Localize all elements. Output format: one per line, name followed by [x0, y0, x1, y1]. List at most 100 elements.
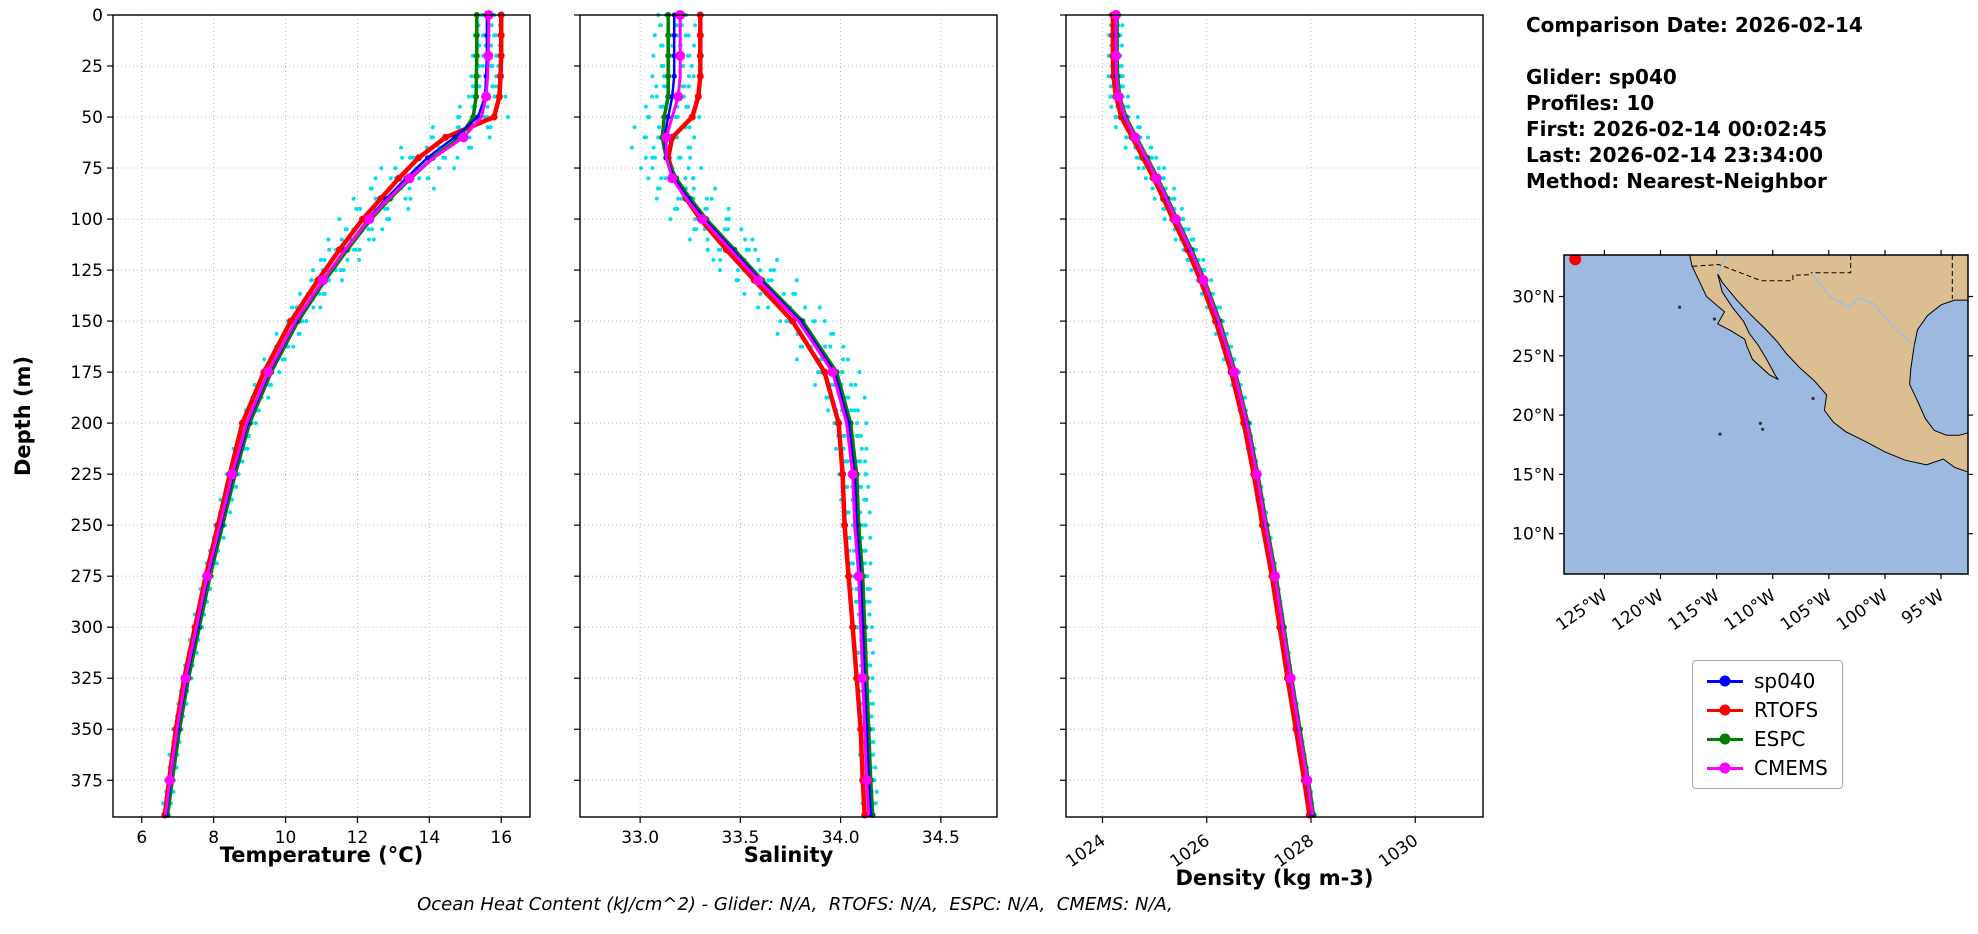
map-lon-label: 115°W — [1665, 586, 1724, 636]
legend-entry: ESPC — [1707, 728, 1828, 750]
series-marker-RTOFS — [395, 174, 403, 182]
scatter-dot — [687, 237, 692, 242]
scatter-dot — [862, 497, 867, 502]
x-tick-label: 10 — [275, 828, 297, 848]
scatter-dot — [1150, 186, 1155, 191]
series-marker-RTOFS — [789, 317, 796, 325]
scatter-dot — [871, 701, 875, 706]
scatter-dot — [304, 319, 309, 324]
series-marker-RTOFS — [845, 572, 853, 580]
scatter-dot — [380, 227, 385, 232]
scatter-dot — [683, 33, 688, 38]
x-tick-label: 8 — [208, 828, 219, 848]
series-marker-RTOFS — [497, 52, 505, 60]
scatter-dot — [470, 53, 475, 58]
scatter-dot — [1243, 395, 1247, 400]
scatter-dot — [481, 33, 485, 38]
scatter-dot — [457, 104, 462, 109]
scatter-dot — [854, 587, 859, 591]
scatter-dot — [492, 33, 496, 38]
scatter-dot — [366, 227, 371, 232]
scatter-dot — [868, 535, 873, 540]
series-marker-sp040 — [425, 155, 430, 161]
series-marker-CMEMS — [164, 775, 175, 786]
series-line-ESPC — [165, 15, 479, 816]
scatter-dot — [408, 196, 413, 201]
series-line-ESPC — [660, 15, 875, 816]
scatter-dot — [658, 104, 663, 109]
series-marker-CMEMS — [1251, 469, 1262, 480]
scatter-dot — [406, 206, 411, 211]
scatter-dot — [652, 33, 657, 38]
legend-label: sp040 — [1754, 669, 1816, 693]
scatter-dot — [853, 382, 858, 387]
scatter-dot — [871, 727, 876, 732]
map-lon-label: 95°W — [1898, 586, 1948, 629]
scatter-dot — [769, 278, 774, 283]
scatter-dot — [657, 186, 662, 191]
series-marker-ESPC — [665, 52, 672, 59]
series-marker-CMEMS — [1171, 214, 1181, 225]
scatter-dot — [756, 305, 760, 310]
scatter-dot — [345, 257, 350, 262]
scatter-dot — [485, 104, 490, 109]
xlabel-temperature: Temperature (°C) — [220, 843, 423, 867]
series-marker-CMEMS — [1111, 50, 1121, 61]
scatter-dot — [844, 484, 849, 489]
scatter-dot — [794, 278, 799, 283]
method: Method: Nearest-Neighbor — [1526, 169, 1827, 193]
scatter-dot — [650, 166, 655, 171]
scatter-dot — [662, 74, 666, 79]
scatter-dot — [371, 237, 376, 242]
scatter-dot — [1172, 186, 1177, 191]
y-tick-label: 125 — [71, 261, 103, 281]
scatter-dot — [697, 115, 702, 119]
scatter-dot — [870, 625, 874, 630]
scatter-dot — [643, 104, 648, 109]
scatter-dot — [778, 319, 783, 324]
scatter-dot — [851, 561, 856, 566]
series-marker-CMEMS — [227, 469, 238, 480]
x-tick-label: 34.5 — [922, 828, 960, 848]
scatter-dot — [629, 145, 634, 150]
scatter-dot — [1134, 155, 1139, 160]
scatter-dot — [750, 237, 755, 242]
scatter-dot — [865, 574, 870, 579]
series-marker-CMEMS — [667, 173, 678, 184]
scatter-dot — [357, 247, 362, 252]
scatter-dot — [846, 395, 851, 400]
scatter-dot — [826, 408, 831, 413]
scatter-dot — [1106, 74, 1111, 79]
legend-label: RTOFS — [1754, 698, 1819, 722]
y-tick-label: 250 — [71, 516, 103, 536]
scatter-dot — [321, 291, 326, 296]
scatter-dot — [718, 268, 722, 273]
scatter-dot — [344, 227, 349, 232]
scatter-dot — [467, 135, 472, 140]
scatter-dot — [1143, 176, 1148, 181]
scatter-dot — [240, 459, 245, 464]
y-tick-label: 150 — [71, 312, 103, 332]
series-marker-RTOFS — [857, 725, 865, 733]
scatter-dot — [1136, 166, 1141, 171]
legend-marker-dot — [1719, 733, 1731, 745]
scatter-dot — [1146, 135, 1150, 140]
y-tick-label: 350 — [71, 720, 103, 740]
scatter-dot — [1161, 176, 1166, 181]
scatter-dot — [858, 433, 863, 438]
scatter-dot — [724, 217, 729, 222]
scatter-dot — [1213, 331, 1218, 336]
series-marker-CMEMS — [364, 214, 375, 225]
scatter-dot — [686, 84, 691, 89]
scatter-dot — [369, 186, 374, 191]
scatter-dot — [691, 74, 696, 79]
scatter-dot — [822, 319, 827, 324]
series-marker-CMEMS — [861, 775, 872, 786]
series-marker-CMEMS — [673, 91, 684, 102]
legend: sp040 RTOFS ESPC CMEMS — [1692, 660, 1843, 789]
series-line-RTOFS — [1110, 15, 1312, 816]
scatter-dot — [688, 145, 693, 150]
scatter-dot — [756, 257, 761, 262]
legend-entry: RTOFS — [1707, 699, 1828, 721]
